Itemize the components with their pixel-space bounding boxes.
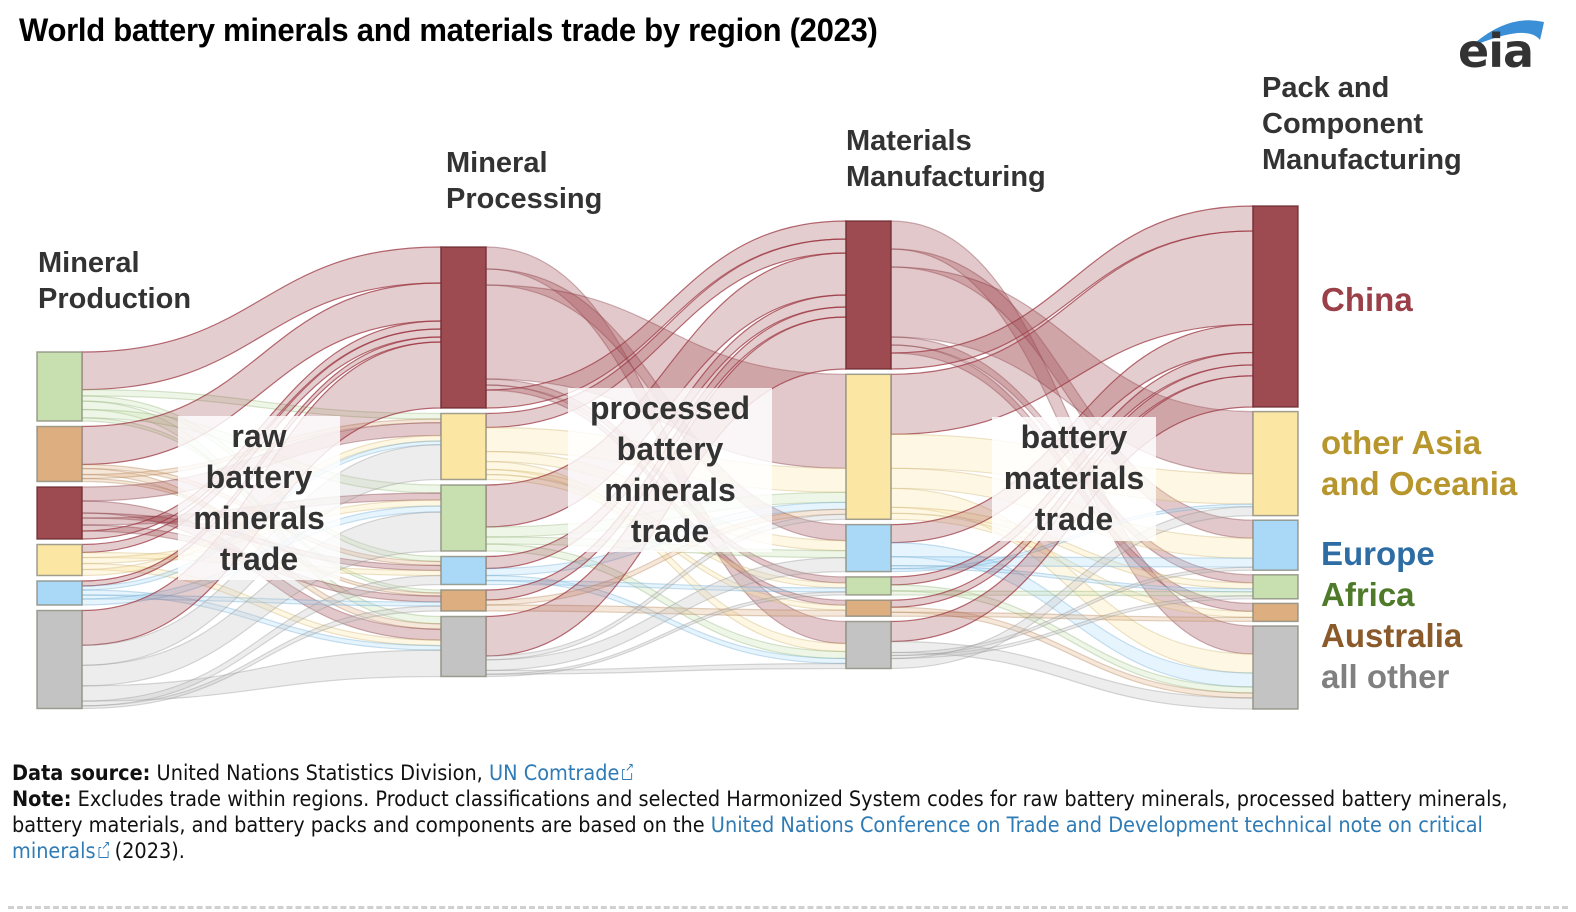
node-mineral-production-china xyxy=(36,486,83,540)
eia-logo[interactable]: eia xyxy=(1448,8,1548,78)
node-materials-manufacturing-asia xyxy=(845,373,892,521)
trade-label-raw-minerals: raw battery minerals trade xyxy=(178,416,340,580)
node-pack-and-component-manufacturing-other xyxy=(1252,625,1299,710)
node-mineral-production-asia xyxy=(36,543,83,577)
stage-label-pack-component-manufacturing: Pack and Component Manufacturing xyxy=(1262,72,1462,176)
note-line: Note: Excludes trade within regions. Pro… xyxy=(12,786,1567,864)
node-pack-and-component-manufacturing-asia xyxy=(1252,410,1299,517)
node-pack-and-component-manufacturing-china xyxy=(1252,205,1299,408)
legend-label-all-other: all other xyxy=(1321,658,1450,695)
legend-label-china: China xyxy=(1321,281,1413,318)
node-materials-manufacturing-europe xyxy=(845,523,892,573)
node-materials-manufacturing-china xyxy=(845,220,892,370)
external-link-icon xyxy=(98,839,111,858)
stage-label-mineral-processing: Mineral Processing xyxy=(446,147,603,215)
node-mineral-processing-other xyxy=(440,615,487,678)
note-text: Excludes trade within regions. Product c… xyxy=(12,787,1508,837)
node-materials-manufacturing-other xyxy=(845,620,892,670)
node-mineral-production-australia xyxy=(36,425,83,483)
legend-label-africa: Africa xyxy=(1321,576,1415,613)
trade-label-battery-materials: battery materials trade xyxy=(992,417,1156,541)
bottom-divider xyxy=(8,906,1568,909)
node-pack-and-component-manufacturing-australia xyxy=(1252,602,1299,623)
data-source-label: Data source: xyxy=(12,761,151,785)
chart-title: World battery minerals and materials tra… xyxy=(19,12,878,48)
legend-label-australia: Australia xyxy=(1321,617,1463,654)
note-tail: (2023). xyxy=(108,839,185,863)
stage-label-materials-manufacturing: Materials Manufacturing xyxy=(846,125,1046,193)
eia-logo-text: eia xyxy=(1458,24,1534,78)
node-mineral-processing-australia xyxy=(440,589,487,612)
legend-label-other-asia-oceania: other Asia and Oceania xyxy=(1321,424,1518,502)
node-materials-manufacturing-africa xyxy=(845,576,892,596)
node-materials-manufacturing-australia xyxy=(845,599,892,617)
node-mineral-processing-africa xyxy=(440,484,487,552)
node-mineral-processing-asia xyxy=(440,412,487,481)
eia-swoosh-icon xyxy=(1476,20,1544,44)
node-mineral-production-other xyxy=(36,609,83,710)
external-link-icon xyxy=(622,761,635,780)
node-pack-and-component-manufacturing-africa xyxy=(1252,574,1299,600)
data-source-line: Data source: United Nations Statistics D… xyxy=(12,760,1567,786)
stage-label-mineral-production: Mineral Production xyxy=(38,247,192,315)
node-mineral-production-europe xyxy=(36,580,83,606)
trade-label-processed-minerals: processed battery minerals trade xyxy=(568,388,772,552)
un-comtrade-link[interactable]: UN Comtrade xyxy=(488,761,620,785)
note-label: Note: xyxy=(12,787,72,811)
node-mineral-processing-china xyxy=(440,246,487,409)
node-layer xyxy=(36,205,1299,710)
node-mineral-production-africa xyxy=(36,351,83,422)
flow-materials-manufacturing-europe-to-europe xyxy=(890,555,1254,568)
unctad-technical-note-link[interactable]: United Nations Conference on Trade and D… xyxy=(12,813,1483,863)
node-pack-and-component-manufacturing-europe xyxy=(1252,519,1299,571)
legend-label-europe: Europe xyxy=(1321,535,1435,572)
data-source-text: United Nations Statistics Division, xyxy=(150,761,489,785)
footer-notes: Data source: United Nations Statistics D… xyxy=(12,760,1567,864)
node-mineral-processing-europe xyxy=(440,555,487,586)
